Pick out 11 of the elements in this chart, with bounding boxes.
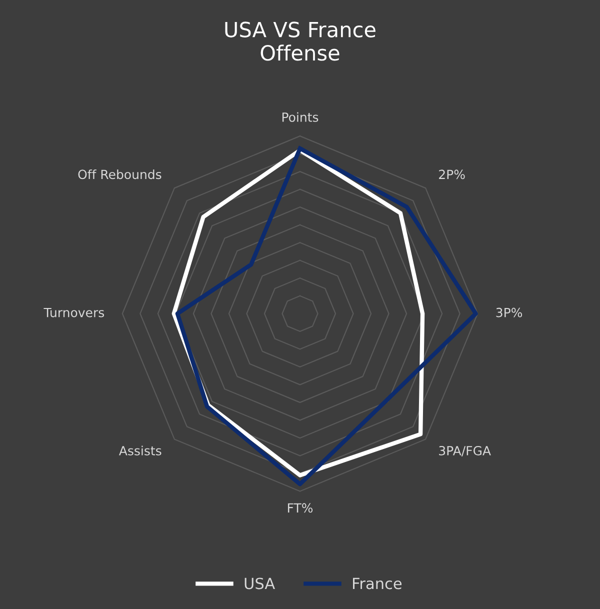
spoke-label: Points <box>282 112 318 122</box>
spoke-label: 3PA/FGA <box>439 446 491 456</box>
spoke-label: Off Rebounds <box>78 169 162 180</box>
legend-label: USA <box>244 578 275 590</box>
spoke-label: 3P% <box>496 308 522 318</box>
chart-title: USA VS France Offense <box>225 22 376 61</box>
spoke-label: Turnovers <box>44 308 104 318</box>
spoke-label: FT% <box>288 503 313 513</box>
spoke-label: Assists <box>118 446 162 456</box>
spoke-label: 2P% <box>439 170 465 180</box>
legend-label: France <box>353 578 402 590</box>
